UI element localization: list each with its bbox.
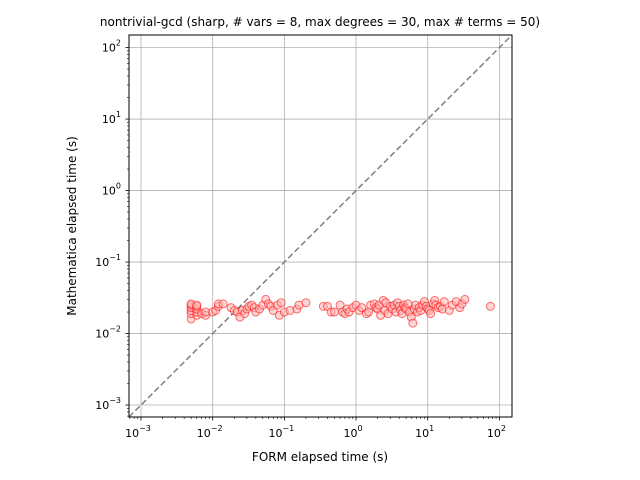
data-point: [329, 307, 339, 317]
reference-line: [128, 34, 513, 418]
x-tick-label: 101: [415, 424, 434, 440]
x-tick-label: 10−3: [125, 424, 151, 440]
y-tick-label: 10−1: [95, 253, 121, 269]
x-tick-label: 100: [343, 424, 362, 440]
data-point: [357, 303, 367, 313]
reference-diagonal: [128, 34, 513, 418]
y-tick-label: 10−3: [95, 396, 121, 412]
plot-frame: [128, 34, 513, 418]
x-tick-label: 10−1: [268, 424, 294, 440]
x-tick-label: 102: [487, 424, 506, 440]
data-point: [301, 298, 311, 308]
chart-title: nontrivial-gcd (sharp, # vars = 8, max d…: [100, 15, 540, 29]
data-point: [460, 294, 470, 304]
data-points: [186, 294, 495, 328]
axis-ticks: 10−3 10−2 10−1 100 101 102 10−3 10−2 10−1 100 101 1…: [95, 39, 506, 440]
data-point: [485, 301, 495, 311]
y-tick-label: 101: [102, 110, 121, 126]
x-tick-label: 10−2: [197, 424, 223, 440]
y-tick-label: 102: [102, 39, 121, 55]
y-axis-label: Mathematica elapsed time (s): [65, 136, 79, 316]
data-point: [439, 297, 449, 307]
x-axis-label: FORM elapsed time (s): [252, 450, 388, 464]
data-point: [192, 300, 202, 310]
data-point: [218, 299, 228, 309]
grid-lines: [129, 35, 512, 417]
y-tick-label: 100: [102, 182, 121, 198]
data-point: [426, 309, 436, 319]
y-tick-label: 10−2: [95, 325, 121, 341]
data-point: [276, 298, 286, 308]
data-point: [408, 318, 418, 328]
